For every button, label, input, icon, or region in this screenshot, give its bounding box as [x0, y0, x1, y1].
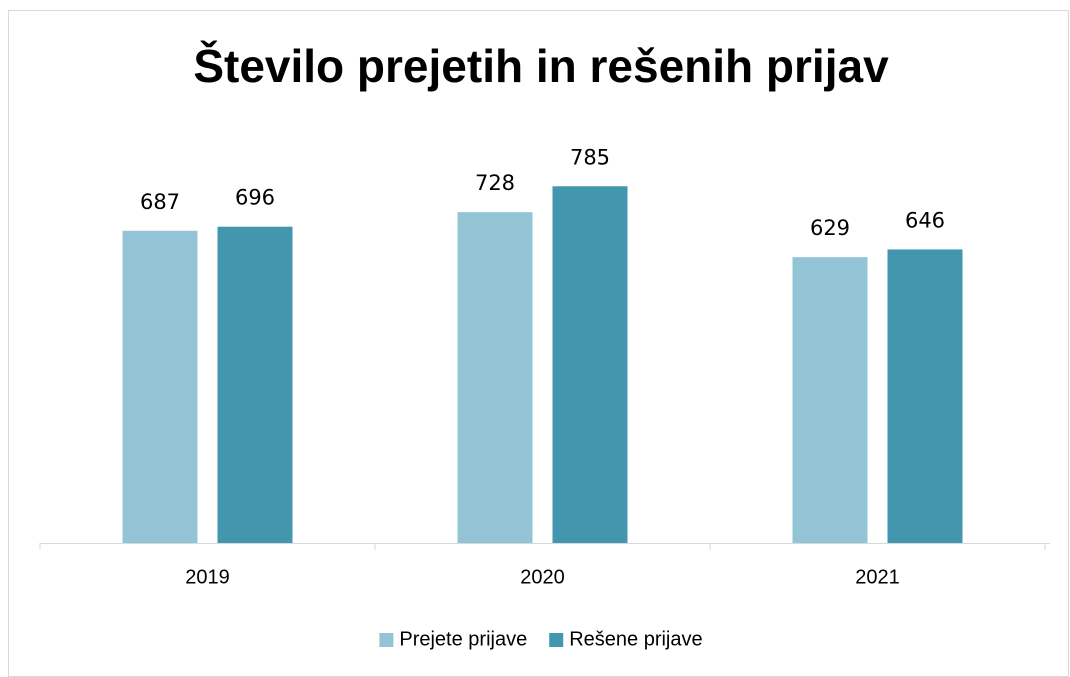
bar	[457, 212, 533, 544]
x-tick-label: 2020	[520, 566, 565, 588]
x-tick-label: 2019	[185, 566, 230, 588]
legend-label: Rešene prijave	[569, 628, 702, 650]
data-label: 629	[810, 216, 850, 240]
x-tick-label: 2021	[855, 566, 900, 588]
bar	[552, 186, 628, 543]
chart-title: Število prejetih in rešenih prijav	[193, 40, 889, 92]
legend-label: Prejete prijave	[399, 628, 527, 650]
data-label: 646	[905, 208, 945, 232]
bar	[887, 249, 963, 543]
bar	[792, 257, 868, 543]
data-label: 728	[475, 171, 515, 195]
legend-swatch	[549, 633, 564, 647]
data-label: 696	[235, 186, 275, 210]
data-label: 687	[140, 190, 180, 214]
bar	[122, 230, 198, 543]
data-label: 785	[570, 145, 610, 169]
bar	[217, 226, 293, 543]
legend-swatch	[379, 633, 394, 647]
